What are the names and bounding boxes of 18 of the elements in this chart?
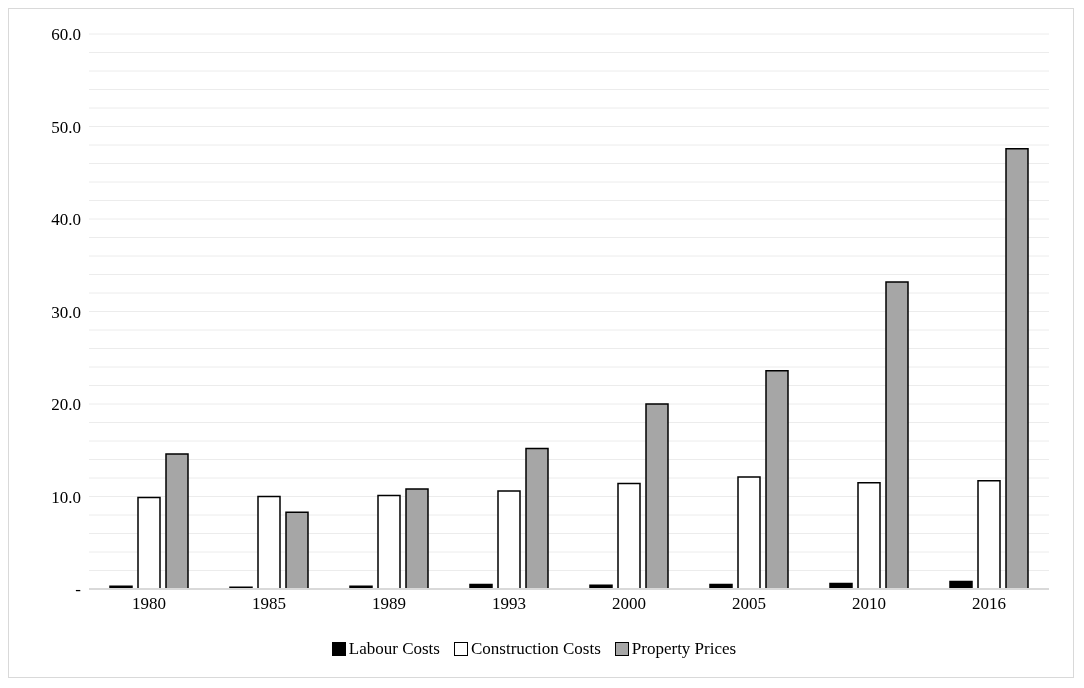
legend-label: Labour Costs <box>348 639 440 659</box>
x-tick-label: 1993 <box>492 594 526 614</box>
y-tick-label: 60.0 <box>51 25 81 45</box>
legend-label: Property Prices <box>631 639 737 659</box>
y-tick-label: 40.0 <box>51 210 81 230</box>
x-tick-label: 1985 <box>252 594 286 614</box>
x-tick-label: 2005 <box>732 594 766 614</box>
x-tick-label: 1980 <box>132 594 166 614</box>
y-tick-label: 30.0 <box>51 302 81 322</box>
legend-label: Construction Costs <box>470 639 601 659</box>
x-tick-label: 2010 <box>852 594 886 614</box>
x-tick-label: 1989 <box>372 594 406 614</box>
y-tick-label: - <box>75 580 82 600</box>
y-tick-label: 10.0 <box>51 487 81 507</box>
x-tick-label: 2016 <box>972 594 1006 614</box>
x-tick-label: 2000 <box>612 594 646 614</box>
y-tick-label: 20.0 <box>51 395 81 415</box>
y-tick-label: 50.0 <box>51 117 81 137</box>
